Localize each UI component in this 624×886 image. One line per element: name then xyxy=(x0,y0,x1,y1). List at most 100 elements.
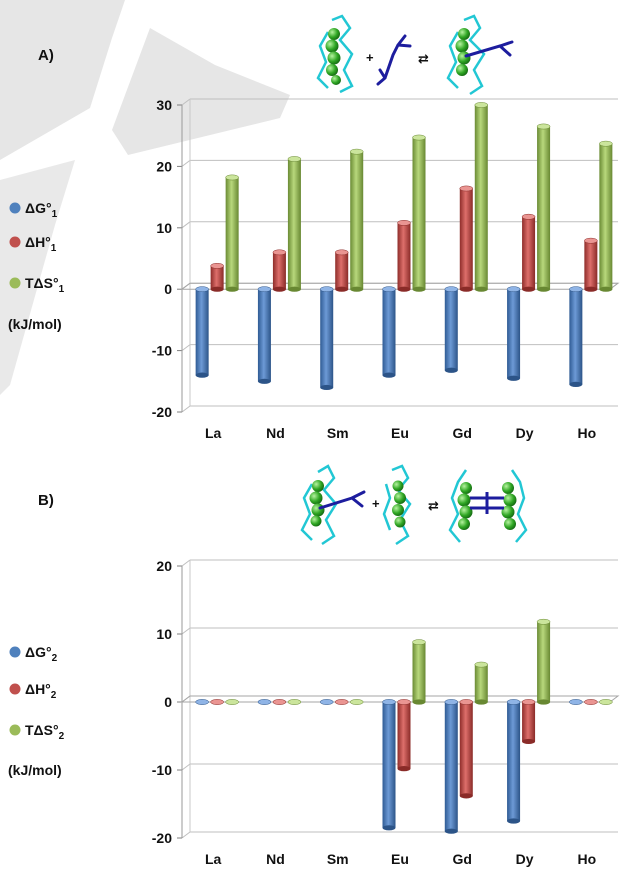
panel-b-product-complex-icon xyxy=(448,469,528,543)
svg-text:TΔS°2: TΔS°2 xyxy=(25,722,65,742)
chart-a: -20 -10 0 10 20 30 La Nd Sm Eu Gd Dy Ho xyxy=(152,97,620,441)
bar xyxy=(349,148,364,292)
bar-body xyxy=(444,702,458,832)
bar-cap xyxy=(584,237,598,244)
legend-entry: ΔG°1 xyxy=(9,200,58,220)
bar-base xyxy=(412,286,426,292)
bar-base xyxy=(507,818,521,824)
bar-cap xyxy=(569,699,583,705)
legend-label: ΔG° xyxy=(25,644,52,660)
bar xyxy=(474,102,489,292)
bar xyxy=(444,699,459,834)
bar-cap xyxy=(444,286,459,293)
bar-body xyxy=(350,151,364,290)
bar xyxy=(257,286,272,384)
bar-cap xyxy=(521,699,536,705)
bar-body xyxy=(320,289,334,388)
svg-text:ΔH°1: ΔH°1 xyxy=(25,234,57,254)
bar-base xyxy=(272,286,286,292)
bar-body xyxy=(210,265,224,290)
bar-base xyxy=(382,825,396,831)
legend-swatch xyxy=(9,683,21,695)
bar xyxy=(257,699,272,705)
panel-a-ligand-icon xyxy=(376,34,412,86)
bar xyxy=(599,699,613,705)
bar-cap xyxy=(459,185,474,192)
bar-cap xyxy=(599,699,613,705)
panel-a-equilibrium-arrow: ⇄ xyxy=(418,51,429,66)
legend-subscript: 1 xyxy=(52,209,58,220)
bar-cap xyxy=(195,699,209,705)
background-shape xyxy=(112,28,290,155)
bar-base xyxy=(335,286,349,292)
svg-text:ΔH°2: ΔH°2 xyxy=(25,681,57,701)
bar xyxy=(536,123,551,292)
bar-base xyxy=(474,286,488,292)
legend-swatch xyxy=(9,236,21,248)
panel-b-reactant-complex-icon xyxy=(300,464,366,546)
gridline-depth xyxy=(181,559,191,567)
panel-a-legend: ΔG°1 ΔH°1 TΔS°1 (kJ/mol) xyxy=(8,200,65,332)
bar-base xyxy=(584,286,598,292)
bar xyxy=(397,699,411,772)
x-tick-label: Dy xyxy=(516,851,534,867)
legend-entry: ΔG°2 xyxy=(9,644,58,664)
y-tick-label: 20 xyxy=(156,158,172,174)
x-tick-label: Sm xyxy=(327,851,349,867)
legend-entry: TΔS°2 xyxy=(9,722,65,742)
bar-base xyxy=(522,738,536,745)
bar-base xyxy=(522,286,536,292)
bar xyxy=(459,699,474,799)
bar-base xyxy=(537,699,551,705)
bar-body xyxy=(257,289,271,382)
panel-b-scheme: + ⇄ xyxy=(300,464,528,546)
legend-swatch xyxy=(9,277,21,289)
legend-label: TΔS° xyxy=(25,275,59,291)
bar-body xyxy=(287,159,301,290)
bar-cap xyxy=(319,699,334,705)
legend-swatch xyxy=(9,202,21,214)
gridline-depth xyxy=(181,98,191,106)
legend-swatch xyxy=(9,646,21,658)
bar-base xyxy=(225,286,239,292)
bar-cap xyxy=(210,699,224,705)
legend-label: TΔS° xyxy=(25,722,59,738)
bar-cap xyxy=(569,286,583,293)
bar-cap xyxy=(225,174,239,181)
panel-a-scheme: + ⇄ xyxy=(316,14,514,96)
x-tick-label: Nd xyxy=(266,425,285,441)
bar xyxy=(536,618,551,705)
legend-label: ΔG° xyxy=(25,200,52,216)
bar-body xyxy=(225,177,239,290)
bar-cap xyxy=(459,699,474,705)
bar-base xyxy=(210,286,224,292)
panel-a-plus: + xyxy=(366,50,374,65)
bar-body xyxy=(522,216,536,290)
bar-cap xyxy=(397,699,411,705)
bar-base xyxy=(397,286,411,292)
svg-text:ΔG°2: ΔG°2 xyxy=(25,644,58,664)
chart-b: -20 -10 0 10 20 La Nd Sm Eu Gd Dy Ho xyxy=(152,558,620,867)
bar-cap xyxy=(382,286,396,293)
bar xyxy=(569,699,583,705)
svg-text:ΔG°1: ΔG°1 xyxy=(25,200,58,220)
y-tick-label: 10 xyxy=(156,626,172,642)
legend-label: ΔH° xyxy=(25,681,51,697)
legend-entry: ΔH°1 xyxy=(9,234,57,254)
bar-body xyxy=(397,702,411,769)
bar-body xyxy=(507,289,521,379)
bar xyxy=(195,699,209,705)
x-tick-label: Gd xyxy=(453,425,472,441)
bar-body xyxy=(459,188,473,290)
y-tick-label: 20 xyxy=(156,558,172,574)
y-tick-label: -10 xyxy=(152,762,172,778)
gridline-depth xyxy=(181,405,191,413)
background-shape xyxy=(0,0,125,160)
y-tick-label: -20 xyxy=(152,830,172,846)
x-tick-label: Eu xyxy=(391,425,409,441)
bar-body xyxy=(195,289,209,376)
bar xyxy=(506,699,521,824)
x-tick-label: La xyxy=(205,851,222,867)
bar-body xyxy=(522,702,536,742)
bar-body xyxy=(599,143,613,290)
